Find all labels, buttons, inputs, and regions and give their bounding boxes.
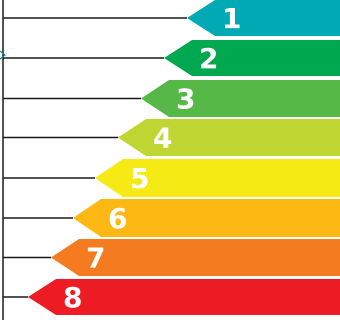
rating-bar-7 xyxy=(51,239,340,276)
rating-bar-2 xyxy=(164,40,340,76)
rating-bar-3 xyxy=(141,80,340,117)
rating-bar-label: 7 xyxy=(86,242,105,275)
rating-bar-label: 5 xyxy=(130,162,149,195)
rating-bar-1 xyxy=(187,0,340,36)
rating-bar-5 xyxy=(95,159,340,197)
rating-bar-label: 2 xyxy=(199,42,218,75)
axis-tick-arrow xyxy=(0,50,6,60)
rating-bar-8 xyxy=(28,279,340,315)
rating-bar-label: 6 xyxy=(108,202,127,235)
rating-bar-4 xyxy=(118,119,340,156)
rating-bar-label: 8 xyxy=(63,281,82,314)
rating-bar-6 xyxy=(73,199,340,237)
rating-bar-label: 3 xyxy=(176,83,195,116)
rating-bar-label: 4 xyxy=(153,122,172,155)
rating-bar-label: 1 xyxy=(222,2,241,35)
